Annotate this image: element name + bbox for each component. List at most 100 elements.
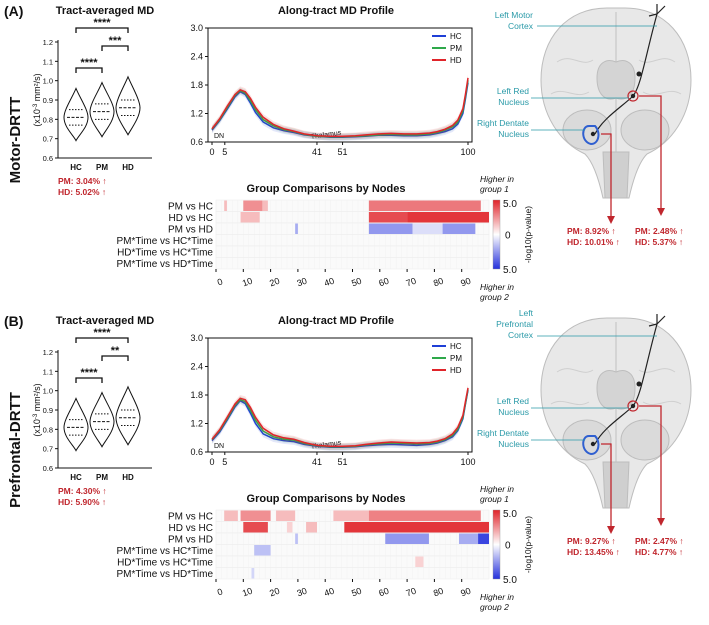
profile-frame <box>207 27 473 143</box>
profile-xtick-label: 5 <box>222 147 227 157</box>
dentate-dot <box>590 441 596 447</box>
pct-box-red: PM: 2.48% ↑ <box>635 226 684 236</box>
profile-xtick-label: 51 <box>338 147 348 157</box>
red-nucleus-label: Left Red <box>497 86 529 96</box>
profile-line-pm <box>211 80 469 138</box>
heatmap-row-label: HD*Time vs HC*Time <box>117 248 213 259</box>
violin-ytick-label: 1.1 <box>43 57 53 66</box>
tract-end <box>648 314 666 327</box>
colorbar-min: 5.0 <box>503 265 517 276</box>
profile-ytick-label: 2.4 <box>190 52 203 62</box>
higher-group2-label: Higher in <box>480 282 514 292</box>
heatmap-cell <box>295 533 298 544</box>
profile-band-pm <box>212 76 468 141</box>
colorbar-label: -log10(p-value) <box>523 206 533 263</box>
heatmap-xtick-label: 20 <box>268 276 281 289</box>
arrowhead-red <box>657 518 665 526</box>
significance-stars: **** <box>80 367 98 379</box>
cortex-label: Cortex <box>508 21 534 31</box>
violin-hd <box>115 75 141 136</box>
violin-ytick-label: 0.7 <box>43 445 53 454</box>
tract-pct-change: PM: 4.30% ↑ <box>58 486 107 496</box>
violin-ytick-label: 1.2 <box>43 38 53 47</box>
profile-band-hd <box>212 384 468 450</box>
pct-box-dentate: PM: 8.92% ↑ <box>567 226 616 236</box>
heatmap-cell <box>415 556 424 567</box>
violin-ytick-label: 0.9 <box>43 96 53 105</box>
colorbar <box>492 509 501 580</box>
arrowhead-red <box>657 208 665 216</box>
dentate-label: Nucleus <box>498 439 529 449</box>
violin-hc <box>63 87 89 142</box>
significance-bracket <box>75 67 103 73</box>
profile-xtick-label: 100 <box>460 457 475 467</box>
heatmap-cell <box>478 533 489 544</box>
heatmap-row-label: PM*Time vs HC*Time <box>117 546 214 557</box>
arrow-red <box>639 405 662 522</box>
profile-band-hc <box>212 386 468 451</box>
heatmap-xtick-label: 80 <box>432 586 445 599</box>
significance-stars: **** <box>93 17 111 29</box>
profile-ytick-label: 3.0 <box>190 333 203 343</box>
brain-gyri <box>550 58 682 96</box>
arrowhead-dentate <box>607 526 615 534</box>
dentate-label: Right Dentate <box>477 118 529 128</box>
heatmap-cell <box>458 533 479 544</box>
tract-node <box>636 381 642 387</box>
violin-hd <box>115 385 141 446</box>
red-nucleus-dot <box>630 93 636 99</box>
violin-ytick-label: 0.7 <box>43 135 53 144</box>
heatmap-xtick-label: 0 <box>216 276 224 287</box>
red-nucleus-marker <box>627 400 639 412</box>
cortex-label: Left <box>519 308 534 318</box>
heatmap-cell <box>295 223 298 234</box>
heatmap-row-label: PM*Time vs HD*Time <box>117 569 214 580</box>
violin-ytick-label: 0.8 <box>43 425 53 434</box>
profile-line-hd <box>211 77 469 138</box>
violin-ylabel: (x10-3 mm²/s) <box>32 383 42 436</box>
higher-group2-label: group 2 <box>480 602 509 612</box>
arrow-red <box>639 95 662 212</box>
significance-bracket <box>101 45 129 51</box>
heatmap-xtick-label: 70 <box>405 276 418 289</box>
red-nucleus-dot <box>630 403 636 409</box>
significance-bracket <box>75 27 129 33</box>
higher-group1-label: group 1 <box>480 184 509 194</box>
legend-label: PM <box>450 44 462 53</box>
cortex-label: Left Motor <box>495 10 533 20</box>
violin-title: Tract-averaged MD <box>56 315 154 327</box>
violin-group-label: HD <box>122 163 134 172</box>
heatmap-cell <box>333 510 369 521</box>
legend-label: HC <box>450 342 462 351</box>
violin-ytick-label: 0.6 <box>43 154 53 163</box>
significance-bracket <box>75 337 129 343</box>
significance-stars: **** <box>93 327 111 339</box>
violin-pm <box>89 81 115 138</box>
red-nucleus-label: Left Red <box>497 396 529 406</box>
violin-group-label: PM <box>96 163 108 172</box>
heatmap-xtick-label: 80 <box>432 276 445 289</box>
dentate-label: Right Dentate <box>477 428 529 438</box>
row-label: Motor-DRTT <box>7 97 24 184</box>
profile-thalamus-label: Thalamus <box>310 440 342 451</box>
profile-ytick-label: 1.2 <box>190 419 203 429</box>
heatmap-row-label: PM vs HD <box>168 225 213 236</box>
brainstem <box>602 461 630 509</box>
heatmap-cell <box>368 212 408 223</box>
legend-label: HD <box>450 56 462 65</box>
colorbar-min: 5.0 <box>503 575 517 586</box>
heatmap-title: Group Comparisons by Nodes <box>247 493 406 505</box>
significance-bracket <box>101 355 129 361</box>
heatmap-cell <box>240 510 271 521</box>
arrow-dentate <box>601 443 612 530</box>
tract-end <box>648 4 666 17</box>
heatmap-title: Group Comparisons by Nodes <box>247 183 406 195</box>
colorbar-zero: 0 <box>505 231 511 242</box>
colorbar-max: 5.0 <box>503 199 517 210</box>
cerebellum-right <box>620 419 670 461</box>
heatmap-xtick-label: 60 <box>377 586 390 599</box>
tract-pct-change: HD: 5.02% ↑ <box>58 187 106 197</box>
violin-ytick-label: 1.1 <box>43 367 53 376</box>
dentate-label: Nucleus <box>498 129 529 139</box>
